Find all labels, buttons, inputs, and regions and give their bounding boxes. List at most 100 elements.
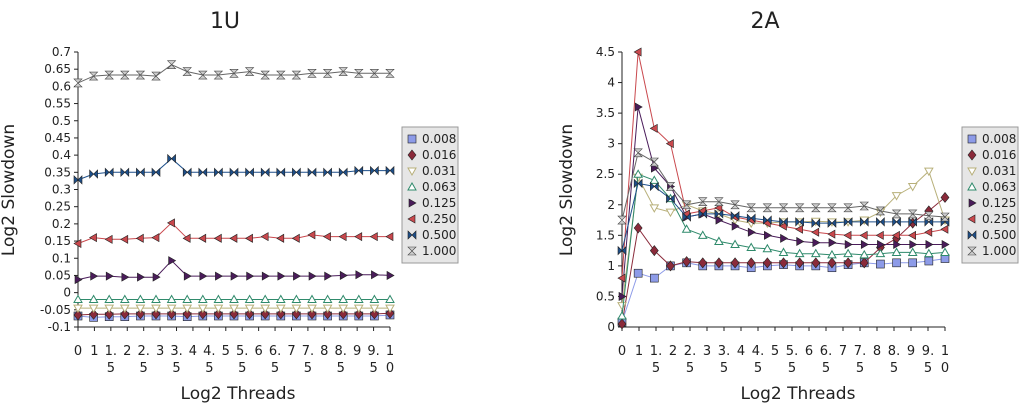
x-tick-label: 8 (873, 344, 881, 359)
data-point-0.125 (844, 239, 853, 250)
data-point-0.031 (213, 304, 224, 314)
y-tick-label: 0.5 (52, 114, 71, 128)
x-tick-label: 5 (222, 344, 230, 359)
data-point-0.250 (104, 234, 113, 244)
data-point-0.500 (73, 175, 83, 185)
data-point-1.000 (198, 70, 208, 80)
data-point-0.125 (812, 238, 821, 248)
data-point-0.031 (617, 302, 627, 311)
data-point-0.016 (214, 308, 223, 320)
data-point-1.000 (244, 67, 255, 76)
legend-label: 0.031 (422, 164, 456, 178)
data-point-0.125 (121, 272, 130, 282)
data-point-0.031 (291, 304, 302, 314)
x-tick-label: 2 (123, 344, 131, 359)
y-tick-label: 2 (607, 198, 615, 212)
data-point-0.031 (135, 304, 146, 314)
data-point-0.500 (698, 209, 708, 219)
data-point-1.000 (891, 209, 902, 219)
legend-label: 0.063 (422, 180, 456, 194)
data-point-1.000 (291, 70, 302, 80)
data-point-0.008 (892, 258, 901, 268)
y-tick-label: 0.55 (44, 97, 71, 111)
data-point-0.250 (811, 227, 820, 237)
data-point-1.000 (104, 70, 114, 80)
data-point-0.125 (152, 272, 161, 282)
data-point-0.250 (229, 233, 238, 243)
data-point-1.000 (120, 70, 130, 80)
data-point-0.016 (633, 222, 643, 234)
data-point-0.500 (876, 217, 885, 227)
data-point-0.016 (682, 256, 691, 268)
data-point-0.500 (136, 167, 145, 178)
data-point-0.125 (634, 102, 643, 112)
data-point-0.500 (229, 167, 239, 178)
legend-marker-0.016 (407, 149, 417, 161)
chart-1u: 1U Log2 Slowdown Log2 Threads -0.1 -0.05 0… (0, 9, 459, 404)
data-point-0.063 (891, 247, 902, 256)
legend-label: 1.000 (422, 244, 456, 258)
data-point-1.000 (322, 69, 333, 78)
data-point-0.500 (214, 167, 223, 178)
y-tick-label: 0.7 (52, 45, 71, 59)
x-tick-label: 2. 5 (137, 344, 149, 376)
data-point-0.125 (860, 239, 869, 250)
data-point-0.063 (244, 294, 255, 303)
x-tick-label: 3. 5 (718, 344, 730, 376)
data-point-0.125 (230, 271, 239, 281)
y-tick-label: 0.25 (44, 200, 71, 214)
y-tick-label: 2.5 (596, 167, 615, 181)
data-point-0.016 (292, 308, 301, 320)
data-point-0.250 (908, 230, 917, 240)
legend-marker-0.125 (968, 198, 977, 208)
data-point-1.000 (924, 211, 934, 221)
data-point-0.008 (924, 256, 934, 266)
data-point-0.016 (151, 308, 161, 320)
data-point-0.500 (795, 217, 804, 227)
data-point-0.125 (731, 221, 740, 231)
data-point-1.000 (166, 60, 177, 70)
data-point-0.031 (338, 304, 349, 314)
data-point-0.063 (649, 175, 660, 184)
data-point-0.500 (682, 212, 691, 222)
data-point-0.500 (617, 245, 627, 256)
y-tick-label: 0.65 (44, 62, 71, 76)
data-point-0.250 (891, 230, 900, 240)
data-point-0.500 (120, 167, 130, 178)
x-tick-label: 2. 5 (684, 344, 696, 376)
data-point-0.500 (811, 218, 821, 228)
legend-box (961, 126, 1019, 264)
data-point-1.000 (907, 209, 918, 219)
data-point-0.016 (779, 257, 788, 269)
data-point-0.063 (135, 294, 146, 303)
data-point-1.000 (182, 67, 192, 76)
data-point-0.250 (843, 230, 852, 240)
data-point-0.500 (89, 169, 98, 179)
data-point-0.031 (307, 304, 317, 314)
data-point-0.063 (827, 249, 837, 259)
data-point-1.000 (827, 203, 837, 213)
data-point-0.063 (778, 247, 789, 256)
x-tick-label: 6 (254, 344, 262, 359)
data-point-0.063 (182, 294, 193, 303)
data-point-0.125 (183, 271, 192, 281)
data-point-1.000 (681, 200, 692, 210)
data-point-0.125 (618, 291, 627, 301)
data-point-0.125 (941, 239, 950, 250)
y-tick-label: 0.3 (52, 183, 71, 197)
data-point-0.016 (73, 309, 83, 321)
data-point-0.250 (795, 224, 803, 234)
data-point-1.000 (714, 197, 724, 207)
data-point-0.125 (137, 272, 146, 282)
x-tick-label: 7 (287, 344, 295, 359)
data-point-0.031 (322, 304, 333, 314)
data-point-0.250 (135, 233, 144, 243)
legend-label: 0.125 (982, 196, 1016, 210)
data-point-0.500 (338, 167, 348, 178)
data-point-0.063 (104, 294, 115, 303)
plot-area: 00.511.522.533.544.50 1 1. 52 2. 53 3. 54 4. 55 5.… (596, 45, 950, 376)
data-point-0.125 (215, 271, 224, 281)
legend-marker-0.500 (407, 230, 417, 240)
data-point-0.031 (369, 304, 380, 314)
